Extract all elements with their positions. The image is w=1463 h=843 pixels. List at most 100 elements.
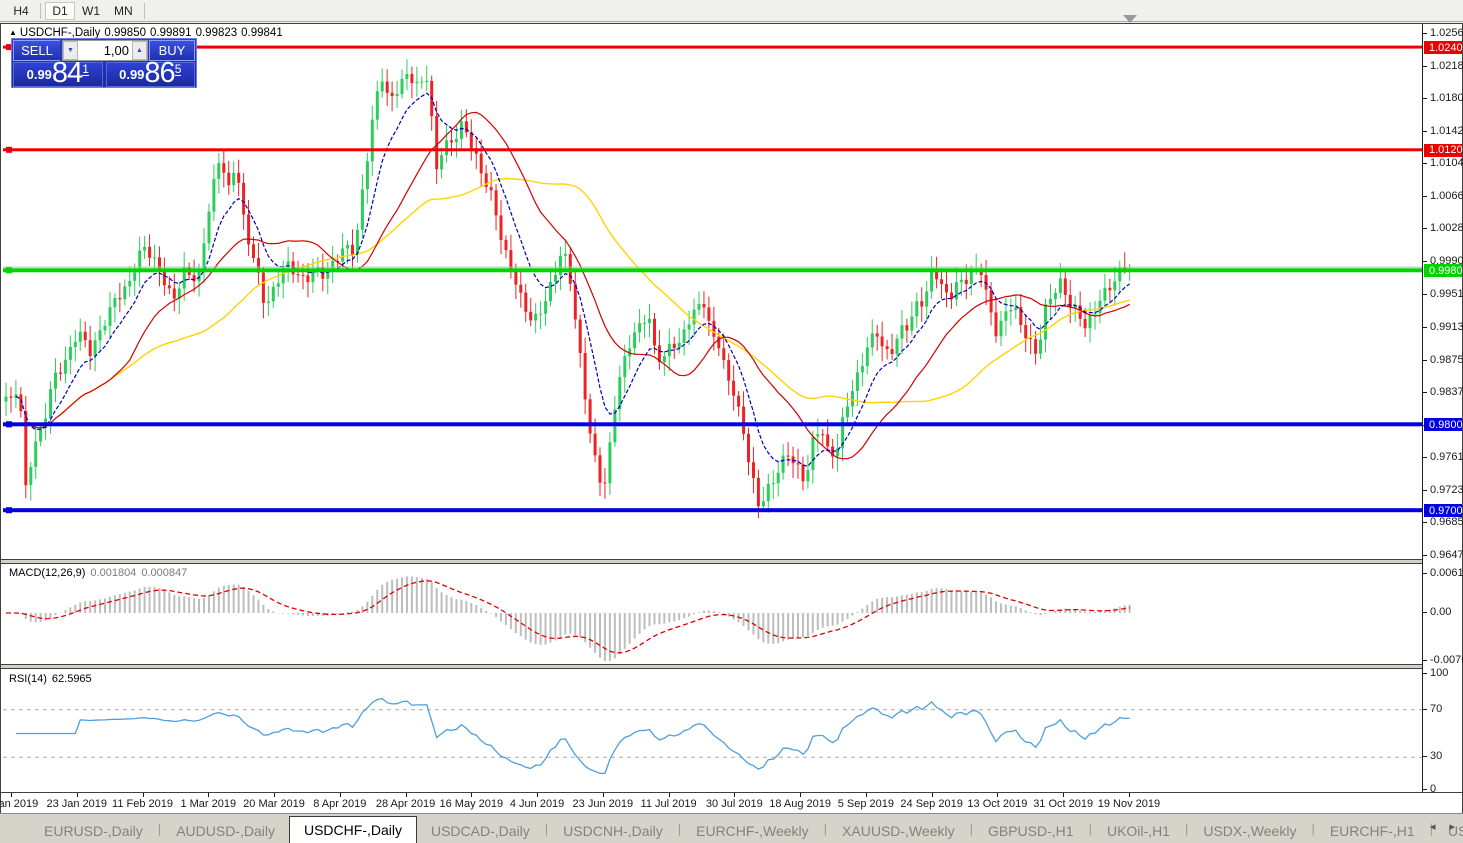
sell-price-display[interactable]: 0.99 84 1: [13, 59, 103, 88]
macd-tick: -0.00761: [1430, 654, 1463, 666]
tick-mark: [1423, 65, 1427, 67]
price-tick: 1.01420: [1430, 124, 1463, 137]
sell-price-prefix: 0.99: [26, 67, 52, 82]
date-label: 18 Aug 2019: [769, 798, 832, 810]
rsi-value: 62.5965: [51, 673, 92, 685]
timeframe-button-d1[interactable]: D1: [45, 1, 75, 20]
price-line-label: 0.98007: [1424, 418, 1463, 432]
axis-separator: [1422, 24, 1423, 792]
date-label: 8 Apr 2019: [313, 798, 367, 810]
symbol-label: USDCHF-,Daily: [19, 27, 101, 39]
date-axis[interactable]: 4 Jan 2019 23 Jan 2019 11 Feb 2019 1 Mar 20…: [0, 793, 1462, 813]
horizontal-lines-layer[interactable]: [3, 44, 1422, 514]
tab-separator: |: [1311, 821, 1315, 836]
date-label: 11 Feb 2019: [112, 798, 173, 810]
macd-indicator-panel[interactable]: [3, 564, 1422, 664]
symbol-tab-eurchf-weekly[interactable]: EURCHF-,Weekly: [696, 823, 809, 839]
toolbar-separator: [143, 2, 145, 19]
date-label: 23 Jun 2019: [572, 798, 634, 810]
timeframe-button-mn[interactable]: MN: [114, 3, 133, 18]
volume-increase-button[interactable]: ▲: [132, 41, 147, 60]
volume-decrease-button[interactable]: ▼: [63, 41, 78, 60]
rsi-tick: 70: [1430, 702, 1443, 715]
date-label: 1 Mar 2019: [180, 798, 237, 810]
tick-mark: [1423, 130, 1427, 132]
price-tick: 1.01040: [1430, 157, 1463, 170]
date-tick-mark: [142, 793, 144, 797]
date-tick-mark: [865, 793, 867, 797]
date-tick-mark: [800, 793, 802, 797]
date-label: 19 Nov 2019: [1097, 798, 1161, 810]
price-line-label: 1.02407: [1424, 41, 1463, 55]
rsi-tick: 30: [1430, 750, 1443, 763]
toolbar-separator: [40, 2, 41, 19]
symbol-tab-xauusd-weekly[interactable]: XAUUSD-,Weekly: [842, 823, 955, 839]
date-tick-mark: [537, 793, 539, 797]
tick-mark: [1423, 163, 1427, 165]
symbol-tab-eurchf-h1[interactable]: EURCHF-,H1: [1329, 823, 1415, 839]
timeframe-button-h4[interactable]: H4: [13, 3, 29, 18]
tab-scroll-right-icon[interactable]: ▸: [1449, 821, 1455, 833]
date-label: 4 Jan 2019: [0, 798, 39, 810]
tab-separator: |: [969, 821, 973, 836]
symbol-tab-usdx-weekly[interactable]: USDX-,Weekly: [1203, 823, 1297, 839]
main-price-chart[interactable]: [3, 26, 1422, 559]
symbol-tab-ukoil-h1[interactable]: UKOil-,H1: [1106, 823, 1170, 839]
date-tick-mark: [76, 793, 78, 797]
date-label: 24 Sep 2019: [900, 798, 963, 810]
tab-scroll-left-icon[interactable]: ◂: [1429, 821, 1436, 833]
timeframe-button-w1[interactable]: W1: [82, 3, 100, 18]
price-tick: 1.02180: [1430, 59, 1463, 72]
timeframe-toolbar: H4 D1 W1 MN: [0, 0, 1463, 22]
low-value: 0.99823: [195, 27, 238, 39]
rsi-indicator-panel[interactable]: [3, 669, 1422, 792]
price-tick: 1.01800: [1430, 92, 1463, 105]
symbol-tab-usdcad-daily[interactable]: USDCAD-,Daily: [430, 823, 530, 839]
chart-window: ▲ USDCHF-,Daily 0.99850 0.99891 0.99823 0.998…: [0, 15, 1463, 813]
volume-input[interactable]: [78, 43, 132, 58]
date-label: 28 Apr 2019: [375, 798, 436, 810]
price-axis[interactable]: 1.02560 1.02180 1.01800 1.01420 1.01040 1.006…: [1423, 26, 1463, 795]
symbol-tab-eurusd-daily[interactable]: EURUSD-,Daily: [44, 823, 143, 839]
macd-tick: 0.00: [1430, 606, 1452, 618]
sell-price-pip: 1: [82, 62, 89, 76]
symbol-tab-usoil-h1[interactable]: USOil-,H1: [1448, 823, 1463, 839]
rsi-name: RSI(14): [9, 673, 47, 685]
rsi-label: RSI(14) 62.5965: [9, 673, 92, 685]
tick-mark: [1423, 327, 1427, 328]
panel-border: [1, 792, 1462, 793]
date-label: 20 Mar 2019: [243, 798, 305, 810]
sell-button[interactable]: SELL: [13, 40, 60, 61]
tick-mark: [1423, 457, 1427, 459]
candles-layer: [4, 59, 1132, 519]
panel-splitter[interactable]: [1, 559, 1462, 564]
date-tick-mark: [471, 793, 473, 797]
buy-button[interactable]: BUY: [149, 40, 195, 61]
symbol-tab-usdchf-daily[interactable]: USDCHF-,Daily: [288, 816, 417, 843]
panel-splitter[interactable]: [1, 664, 1462, 669]
close-value: 0.99841: [241, 27, 283, 39]
date-tick-mark: [668, 793, 670, 797]
open-value: 0.99850: [104, 27, 146, 39]
symbol-tab-audusd-daily[interactable]: AUDUSD-,Daily: [176, 823, 275, 839]
price-tick: 1.00660: [1430, 189, 1463, 202]
tick-mark: [1423, 489, 1427, 491]
date-label: 5 Sep 2019: [837, 798, 895, 810]
tab-separator: |: [1184, 821, 1189, 836]
tick-mark: [1423, 555, 1427, 556]
symbol-tab-gbpusd-h1[interactable]: GBPUSD-,H1: [987, 823, 1074, 839]
tab-separator: |: [823, 821, 828, 836]
chart-shift-marker-icon[interactable]: [1123, 15, 1137, 23]
tick-mark: [1423, 673, 1427, 674]
buy-price-display[interactable]: 0.99 86 5: [105, 59, 195, 88]
date-tick-mark: [1063, 793, 1065, 797]
symbol-tab-usdcnh-daily[interactable]: USDCNH-,Daily: [563, 823, 663, 839]
tab-separator: |: [677, 821, 682, 836]
macd-label: MACD(12,26,9) 0.001804 0.000847: [9, 567, 187, 579]
tick-mark: [1423, 294, 1427, 296]
